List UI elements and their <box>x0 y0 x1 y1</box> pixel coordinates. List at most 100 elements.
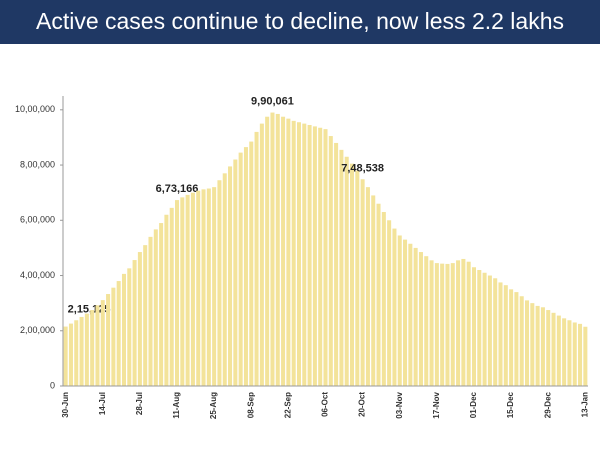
bar <box>403 239 408 386</box>
x-tick-label: 20-Oct <box>358 392 367 417</box>
x-tick-label: 17-Nov <box>432 391 441 418</box>
bar <box>562 318 567 386</box>
bar <box>418 252 423 386</box>
bar <box>498 282 503 386</box>
bar <box>572 322 577 386</box>
bar <box>408 243 413 386</box>
data-label: 9,90,061 <box>251 96 294 108</box>
bar <box>233 159 238 386</box>
x-tick-label: 22-Sep <box>283 392 292 418</box>
bar <box>206 188 211 386</box>
bar <box>318 127 323 386</box>
bar <box>270 112 275 387</box>
bar <box>334 142 339 386</box>
bar <box>440 263 445 386</box>
bar <box>95 305 100 386</box>
bar <box>302 123 307 386</box>
bar <box>328 136 333 386</box>
bar <box>212 187 217 386</box>
bar <box>477 270 482 386</box>
bar <box>127 268 132 386</box>
bar <box>291 120 296 386</box>
x-tick-label: 03-Nov <box>395 391 404 418</box>
bar <box>583 326 588 386</box>
bar <box>535 305 540 386</box>
bar <box>503 285 508 386</box>
bar <box>68 323 73 386</box>
x-tick-label: 11-Aug <box>172 392 181 419</box>
bar <box>106 294 111 386</box>
bar <box>275 113 280 386</box>
bar <box>259 123 264 386</box>
bar <box>413 247 418 386</box>
bar <box>556 315 561 386</box>
bar <box>116 281 121 386</box>
bar <box>540 307 545 386</box>
bar <box>180 197 185 386</box>
bar <box>90 310 95 386</box>
x-tick-label: 06-Oct <box>321 392 330 417</box>
title-banner <box>0 0 600 44</box>
bar <box>344 156 349 386</box>
data-label: 6,73,166 <box>156 183 199 195</box>
bar <box>281 116 286 386</box>
y-tick-label: 0 <box>50 380 55 390</box>
x-tick-label: 28-Jul <box>135 392 144 415</box>
bar <box>450 263 455 386</box>
bar <box>461 258 466 386</box>
x-tick-label: 25-Aug <box>209 392 218 419</box>
bar <box>487 275 492 386</box>
bar <box>397 235 402 386</box>
bar <box>482 272 487 386</box>
bar <box>546 310 551 386</box>
bar <box>153 229 158 386</box>
bar <box>74 320 79 386</box>
bar <box>265 116 270 386</box>
bar <box>100 300 105 386</box>
bar <box>296 122 301 386</box>
y-tick-label: 6,00,000 <box>20 215 55 225</box>
bar <box>466 261 471 386</box>
bar <box>392 228 397 386</box>
x-tick-label: 30-Jun <box>61 392 70 418</box>
bar <box>111 287 116 386</box>
bar <box>371 195 376 386</box>
bar <box>456 260 461 386</box>
bar <box>190 192 195 386</box>
bar <box>185 194 190 386</box>
bar <box>323 129 328 386</box>
bar <box>567 320 572 386</box>
bar <box>164 214 169 386</box>
bar <box>360 179 365 386</box>
bar <box>519 296 524 386</box>
bar <box>365 187 370 386</box>
bar <box>63 326 68 386</box>
bar <box>350 163 355 386</box>
y-tick-label: 4,00,000 <box>20 270 55 280</box>
bar <box>222 173 227 386</box>
bar <box>434 263 439 386</box>
data-label: 2,15,125 <box>68 304 111 316</box>
bar <box>525 300 530 386</box>
y-tick-label: 8,00,000 <box>20 159 55 169</box>
bar <box>530 303 535 386</box>
bar <box>551 312 556 386</box>
bar <box>79 316 84 386</box>
x-tick-label: 14-Jul <box>98 392 107 415</box>
x-tick-label: 01-Dec <box>469 391 478 418</box>
bar <box>84 313 89 386</box>
bar <box>429 260 434 386</box>
bar <box>143 245 148 386</box>
bar <box>254 131 259 386</box>
bar <box>509 289 514 386</box>
bar <box>148 236 153 386</box>
bar <box>175 200 180 386</box>
bar <box>201 189 206 386</box>
bar <box>424 256 429 386</box>
x-tick-label: 15-Dec <box>506 391 515 418</box>
bar <box>339 149 344 386</box>
bar <box>159 223 164 386</box>
bar <box>307 125 312 386</box>
y-tick-label: 10,00,000 <box>15 104 55 114</box>
